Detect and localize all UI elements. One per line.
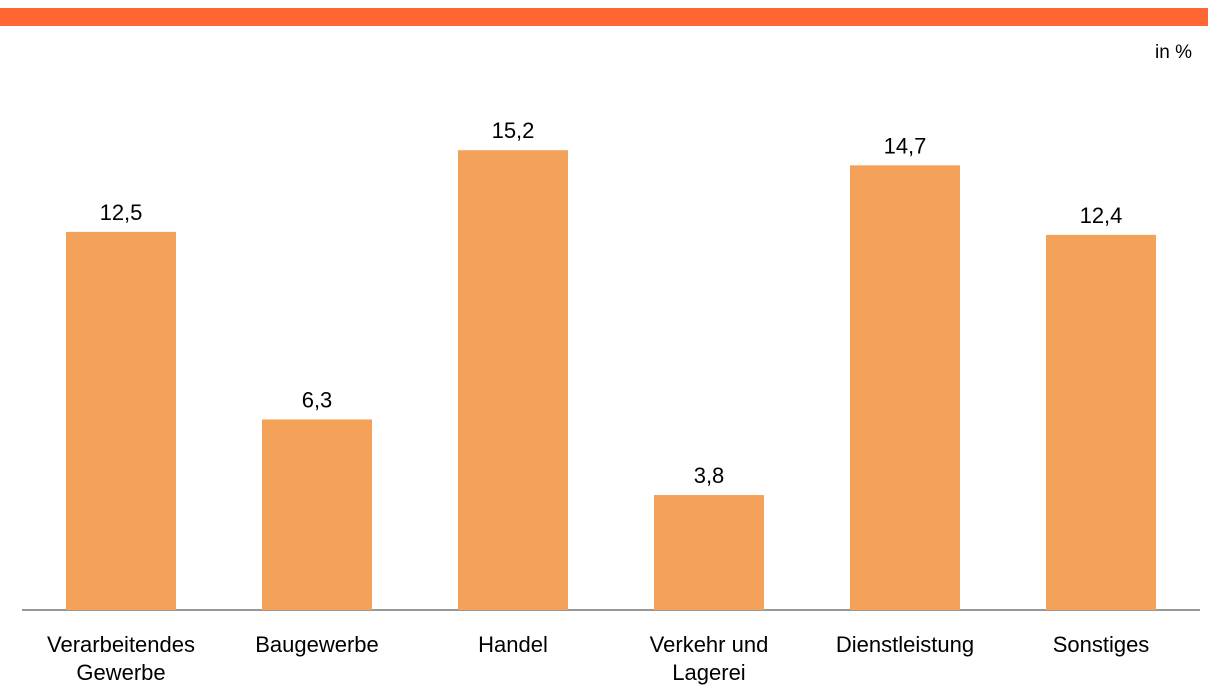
- x-tick-label-line: Sonstiges: [1053, 632, 1150, 657]
- x-tick-label: Sonstiges: [1053, 632, 1150, 657]
- x-tick-label: Handel: [478, 632, 548, 657]
- x-tick-label-line: Gewerbe: [76, 660, 165, 685]
- x-tick-label-line: Lagerei: [672, 660, 745, 685]
- x-tick-label-line: Verarbeitendes: [47, 632, 195, 657]
- bar: [654, 495, 764, 610]
- x-tick-label: Verarbeitendes Gewerbe: [47, 632, 195, 685]
- x-tick-label: Verkehr und Lagerei: [650, 632, 769, 685]
- x-tick-label: Dienstleistung: [836, 632, 974, 657]
- unit-label: in %: [1155, 42, 1192, 63]
- header-band: [0, 8, 1208, 26]
- bar: [66, 231, 176, 610]
- value-label: 6,3: [302, 387, 333, 412]
- x-tick-label-line: Baugewerbe: [255, 632, 379, 657]
- x-tick-label-line: Verkehr und: [650, 632, 769, 657]
- value-label: 3,8: [694, 463, 725, 488]
- value-label: 12,5: [100, 200, 143, 225]
- x-tick-label-line: Handel: [478, 632, 548, 657]
- bar: [850, 165, 960, 610]
- bar: [458, 150, 568, 610]
- x-tick-label: Baugewerbe: [255, 632, 379, 657]
- bar: [262, 419, 372, 610]
- value-label: 14,7: [884, 133, 927, 158]
- x-tick-label-line: Dienstleistung: [836, 632, 974, 657]
- value-label: 12,4: [1080, 203, 1123, 228]
- bar: [1046, 234, 1156, 610]
- value-label: 15,2: [492, 118, 535, 143]
